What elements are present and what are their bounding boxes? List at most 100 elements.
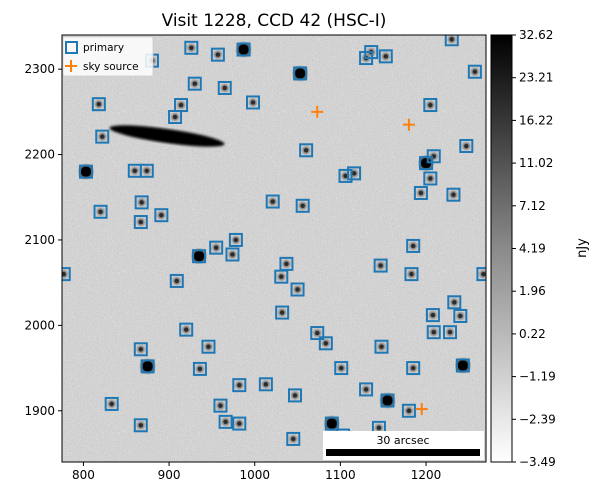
star-core: [138, 219, 144, 225]
primary-marker: [210, 47, 225, 62]
star-core: [451, 192, 456, 197]
star-core: [172, 114, 178, 120]
primary-marker: [453, 308, 468, 323]
star-core: [222, 85, 227, 91]
x-tick-label: 800: [72, 468, 95, 482]
primary-marker: [338, 168, 353, 183]
primary-marker: [423, 98, 438, 113]
star-core: [178, 102, 184, 108]
star-core: [464, 143, 469, 149]
star-core: [339, 365, 344, 371]
primary-marker: [286, 431, 301, 446]
star-core: [379, 344, 384, 349]
star-core: [295, 287, 300, 292]
primary-marker: [295, 198, 310, 213]
star-core: [270, 199, 275, 204]
primary-marker: [444, 35, 459, 47]
sky-background: [62, 35, 486, 462]
star-core: [213, 245, 219, 250]
star-core: [431, 329, 436, 335]
x-tick-label: 1100: [325, 468, 356, 482]
primary-marker: [364, 45, 379, 60]
scalebar-bar: [326, 449, 480, 456]
star-core: [406, 408, 412, 413]
colorbar-tick-label: 11.02: [519, 156, 553, 170]
star-core: [139, 200, 144, 205]
star-core: [323, 341, 329, 346]
legend-sky-marker: [65, 60, 77, 72]
star-core: [410, 243, 416, 249]
primary-markers: [62, 35, 486, 452]
star-core: [250, 100, 256, 105]
star-core: [410, 365, 416, 371]
star-core: [300, 203, 305, 208]
star-core: [418, 190, 424, 196]
primary-marker: [423, 171, 438, 186]
primary-marker: [373, 258, 388, 273]
star-core: [237, 421, 242, 426]
star-core: [263, 382, 269, 387]
star-core: [237, 382, 242, 388]
star-core: [457, 360, 468, 371]
x-axis: 800 900 1000 1100 1200: [72, 462, 441, 482]
y-tick-label: 2000: [24, 318, 55, 332]
bright-objects: [109, 125, 225, 147]
primary-marker: [232, 416, 247, 431]
plot-frame: [61, 34, 487, 463]
star-core: [184, 327, 189, 332]
sky-source-marker: [311, 105, 324, 118]
star-core: [206, 344, 211, 349]
star-core: [409, 271, 414, 277]
x-tick-label: 1200: [411, 468, 442, 482]
scalebar-label: 30 arcsec: [376, 434, 429, 447]
primary-marker: [293, 66, 308, 81]
star-core: [132, 168, 138, 173]
primary-marker: [404, 267, 419, 282]
primary-marker: [476, 267, 486, 282]
colorbar-tick-label: 23.21: [519, 71, 553, 85]
sky-source-marker: [415, 403, 428, 416]
primary-marker: [287, 388, 302, 403]
primary-marker: [279, 256, 294, 271]
star-core: [218, 403, 223, 408]
primary-marker: [179, 322, 194, 337]
primary-marker: [425, 308, 440, 323]
primary-marker: [413, 185, 428, 200]
star-core: [383, 54, 388, 59]
star-core: [303, 148, 309, 153]
plot-area: [62, 35, 486, 462]
y-axis: 1900 2000 2100 2200 2300: [24, 62, 62, 418]
colorbar-tick-label: −1.19: [519, 370, 556, 384]
y-tick-label: 1900: [24, 404, 55, 418]
primary-marker: [380, 393, 395, 408]
primary-marker: [78, 164, 93, 179]
primary-marker: [134, 195, 149, 210]
primary-marker: [213, 398, 228, 413]
star-core: [230, 252, 235, 257]
primary-marker: [201, 339, 216, 354]
primary-marker: [401, 403, 416, 418]
colorbar-tick-label: 1.96: [519, 284, 546, 298]
star-core: [159, 212, 164, 218]
primary-marker: [446, 187, 461, 202]
colorbar-tick-label: 32.62: [519, 28, 553, 42]
primary-marker: [467, 64, 482, 79]
star-core: [98, 209, 103, 214]
colorbar-label: nJy: [575, 238, 590, 258]
primary-marker: [246, 95, 261, 110]
x-tick-label: 1000: [239, 468, 270, 482]
primary-marker: [334, 361, 349, 376]
star-core: [144, 168, 149, 173]
star-core: [291, 436, 296, 442]
primary-marker: [459, 139, 474, 154]
primary-marker: [95, 129, 110, 144]
primary-marker: [133, 342, 148, 357]
colorbar-tick-label: 7.12: [519, 199, 546, 213]
star-core: [447, 329, 453, 335]
star-core: [215, 52, 221, 57]
primary-marker: [324, 416, 339, 431]
star-core: [96, 101, 102, 107]
star-core: [458, 313, 463, 319]
primary-marker: [318, 336, 333, 351]
star-core: [363, 387, 369, 392]
